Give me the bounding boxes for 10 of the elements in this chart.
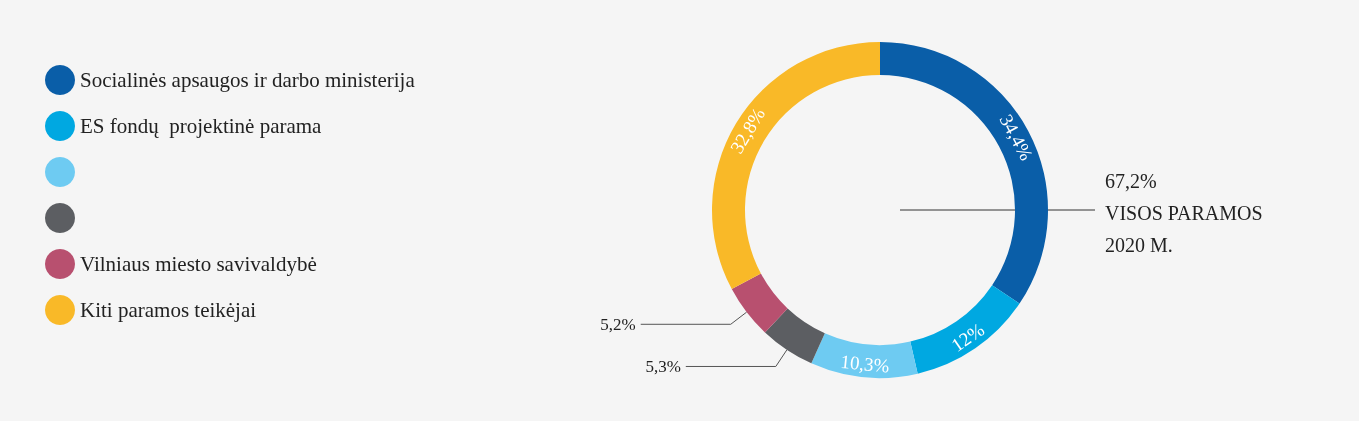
data-label: 5,3% — [645, 356, 681, 376]
legend-label: Kiti paramos teikėjai — [80, 298, 257, 322]
legend-label: ES fondų projektinė parama — [80, 114, 323, 138]
text: 67,2% VISOS PARAMOS 2020 M. — [1105, 170, 1263, 256]
data-label: 5,2% — [600, 314, 636, 334]
data-label: 34,4% — [995, 110, 1038, 165]
data-label: 10,3% — [839, 350, 891, 377]
legend-label: Socialinės apsaugos ir darbo ministerija — [80, 68, 416, 92]
data-label: 12% — [947, 318, 989, 356]
legend-label: Vilniaus miesto savivaldybė — [80, 252, 317, 276]
